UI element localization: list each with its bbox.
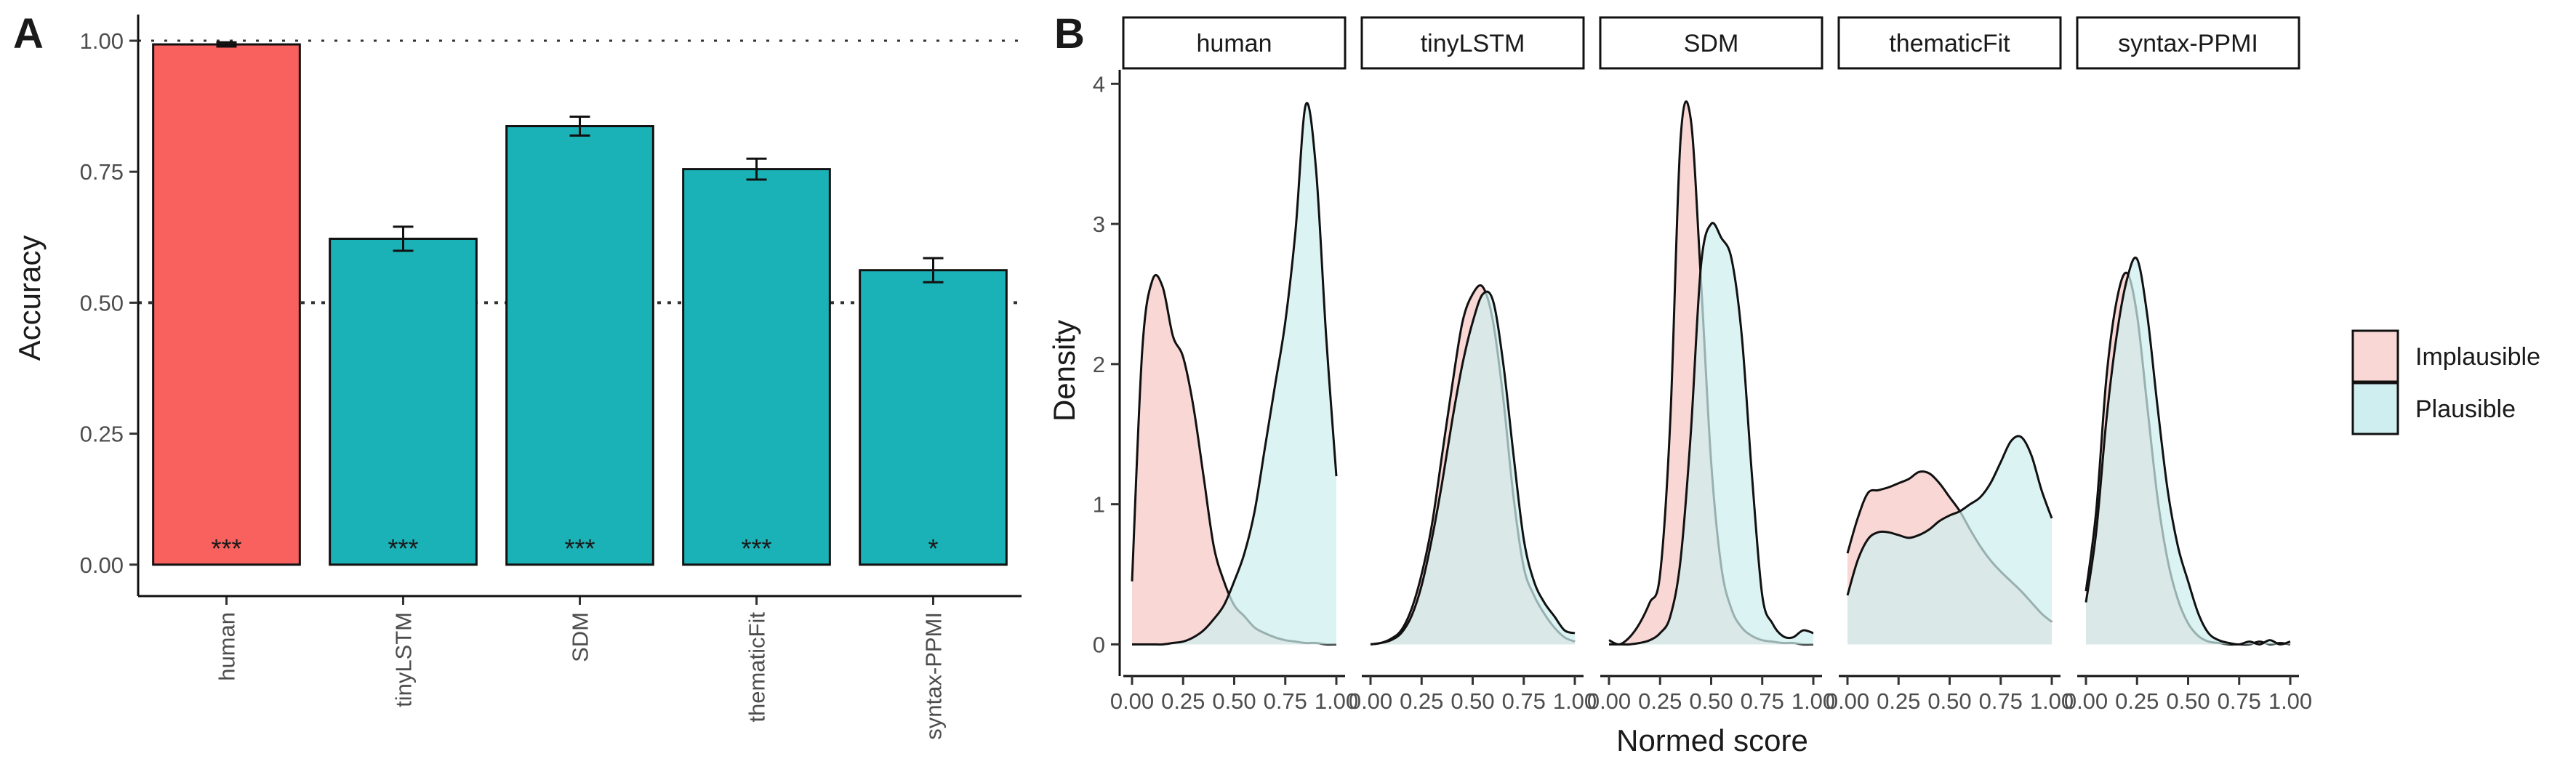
panel-b-y-axis-title: Density <box>1047 320 1081 422</box>
facet-strip <box>1837 16 2062 70</box>
facet-strip <box>2076 16 2300 70</box>
x-tick-label: 0.25 <box>1161 688 1205 714</box>
significance-label-tinyLSTM: *** <box>388 534 418 563</box>
facet-strip-label: tinyLSTM <box>1421 30 1525 57</box>
legend-label-plausible: Plausible <box>2415 395 2516 423</box>
x-tick-label: 0.50 <box>1450 688 1494 714</box>
x-tick-label: 0.75 <box>1264 688 1307 714</box>
x-tick-label: 1.00 <box>1553 688 1597 714</box>
x-tick-label: 0.00 <box>1349 688 1392 714</box>
bar-syntax-PPMI <box>859 269 1008 566</box>
x-tick-label: 0.75 <box>1741 688 1784 714</box>
x-tick-label: 0.50 <box>1689 688 1733 714</box>
x-tick-label: 0.50 <box>1927 688 1971 714</box>
facet-strip-label: thematicFit <box>1889 30 2010 57</box>
x-tick-label: 1.00 <box>2268 688 2312 714</box>
legend: Implausible Plausible <box>2351 329 2540 435</box>
panel-b-tag: B <box>1054 10 1085 57</box>
x-tick-label-syntax-PPMI: syntax-PPMI <box>921 612 947 740</box>
x-tick-label-tinyLSTM: tinyLSTM <box>391 612 417 707</box>
facet-human: human <box>1122 16 1347 646</box>
density-area-plausible <box>1132 102 1336 645</box>
x-tick-label: 0.25 <box>1638 688 1682 714</box>
significance-label-human: *** <box>211 534 241 563</box>
x-tick-label: 0.25 <box>2115 688 2159 714</box>
x-tick-label: 1.00 <box>1791 688 1835 714</box>
x-tick-label: 0.25 <box>1877 688 1920 714</box>
x-tick-label-SDM: SDM <box>568 612 593 662</box>
facet-SDM: SDM <box>1599 16 1823 646</box>
y-tick-label: 0.75 <box>80 159 124 185</box>
y-tick-label: 2 <box>1093 352 1105 377</box>
significance-label-thematicFit: *** <box>741 534 771 563</box>
facet-syntax-PPMI: syntax-PPMI <box>2076 16 2300 646</box>
facet-strip <box>1360 16 1585 70</box>
panel-a-y-axis-title: Accuracy <box>12 236 47 361</box>
density-line-plausible <box>1132 102 1338 646</box>
legend-label-implausible: Implausible <box>2415 343 2540 371</box>
significance-label-SDM: *** <box>564 534 595 563</box>
x-tick-label: 0.00 <box>1110 688 1154 714</box>
y-tick-label: 3 <box>1093 212 1105 237</box>
y-tick-label: 0.50 <box>80 290 124 315</box>
significance-label-syntax-PPMI: * <box>928 534 938 563</box>
facet-strip-label: human <box>1197 30 1272 57</box>
x-tick-label-human: human <box>214 612 240 681</box>
panel-a: A *** *** *** *** * human tinyLSTM SDM thematic… <box>12 10 1022 740</box>
facet-tinyLSTM: tinyLSTM <box>1360 16 1585 646</box>
y-tick-label: 0 <box>1093 632 1105 657</box>
y-tick-label: 0.25 <box>80 422 124 447</box>
density-area-implausible <box>1132 275 1336 645</box>
panel-b: B human tinyLSTM SDM thematicFit syntax-PPMI… <box>1047 10 2540 757</box>
facet-strip <box>1599 16 1823 70</box>
y-tick-label: 4 <box>1093 71 1105 97</box>
x-tick-label: 0.75 <box>1502 688 1546 714</box>
legend-key-implausible <box>2351 329 2399 383</box>
panel-b-x-axis-title: Normed score <box>1616 723 1808 757</box>
bar-tinyLSTM <box>329 237 478 566</box>
x-tick-label: 0.50 <box>2166 688 2210 714</box>
y-tick-label: 0.00 <box>80 552 124 578</box>
facet-strip-label: syntax-PPMI <box>2118 30 2258 57</box>
facet-strip-label: SDM <box>1684 30 1739 57</box>
x-tick-label: 0.75 <box>2218 688 2261 714</box>
y-tick-label: 1.00 <box>80 28 124 54</box>
legend-key-plausible <box>2351 382 2399 435</box>
density-area-plausible <box>1371 291 1575 645</box>
density-area-plausible <box>2086 257 2290 645</box>
x-tick-label: 1.00 <box>1315 688 1358 714</box>
bar-human <box>152 43 301 566</box>
density-line-plausible <box>2085 256 2291 646</box>
density-area-plausible <box>1609 222 1813 645</box>
x-tick-label: 0.00 <box>1826 688 1869 714</box>
x-tick-label-thematicFit: thematicFit <box>745 612 770 723</box>
x-tick-label: 0.25 <box>1400 688 1443 714</box>
panel-a-tag: A <box>13 10 44 57</box>
bar-SDM <box>505 125 654 566</box>
density-line-plausible <box>1609 222 1814 646</box>
x-tick-label: 0.50 <box>1212 688 1256 714</box>
facet-thematicFit: thematicFit <box>1837 16 2062 645</box>
facet-strip <box>1122 16 1347 70</box>
x-tick-label: 0.75 <box>1979 688 2023 714</box>
bar-thematicFit <box>682 168 831 566</box>
density-line-plausible <box>1370 290 1576 646</box>
x-tick-label: 0.00 <box>1587 688 1631 714</box>
density-area-plausible <box>1847 435 2052 645</box>
x-tick-label: 1.00 <box>2030 688 2074 714</box>
x-tick-label: 0.00 <box>2064 688 2108 714</box>
y-tick-label: 1 <box>1093 492 1105 518</box>
density-line-plausible <box>1846 435 2053 596</box>
